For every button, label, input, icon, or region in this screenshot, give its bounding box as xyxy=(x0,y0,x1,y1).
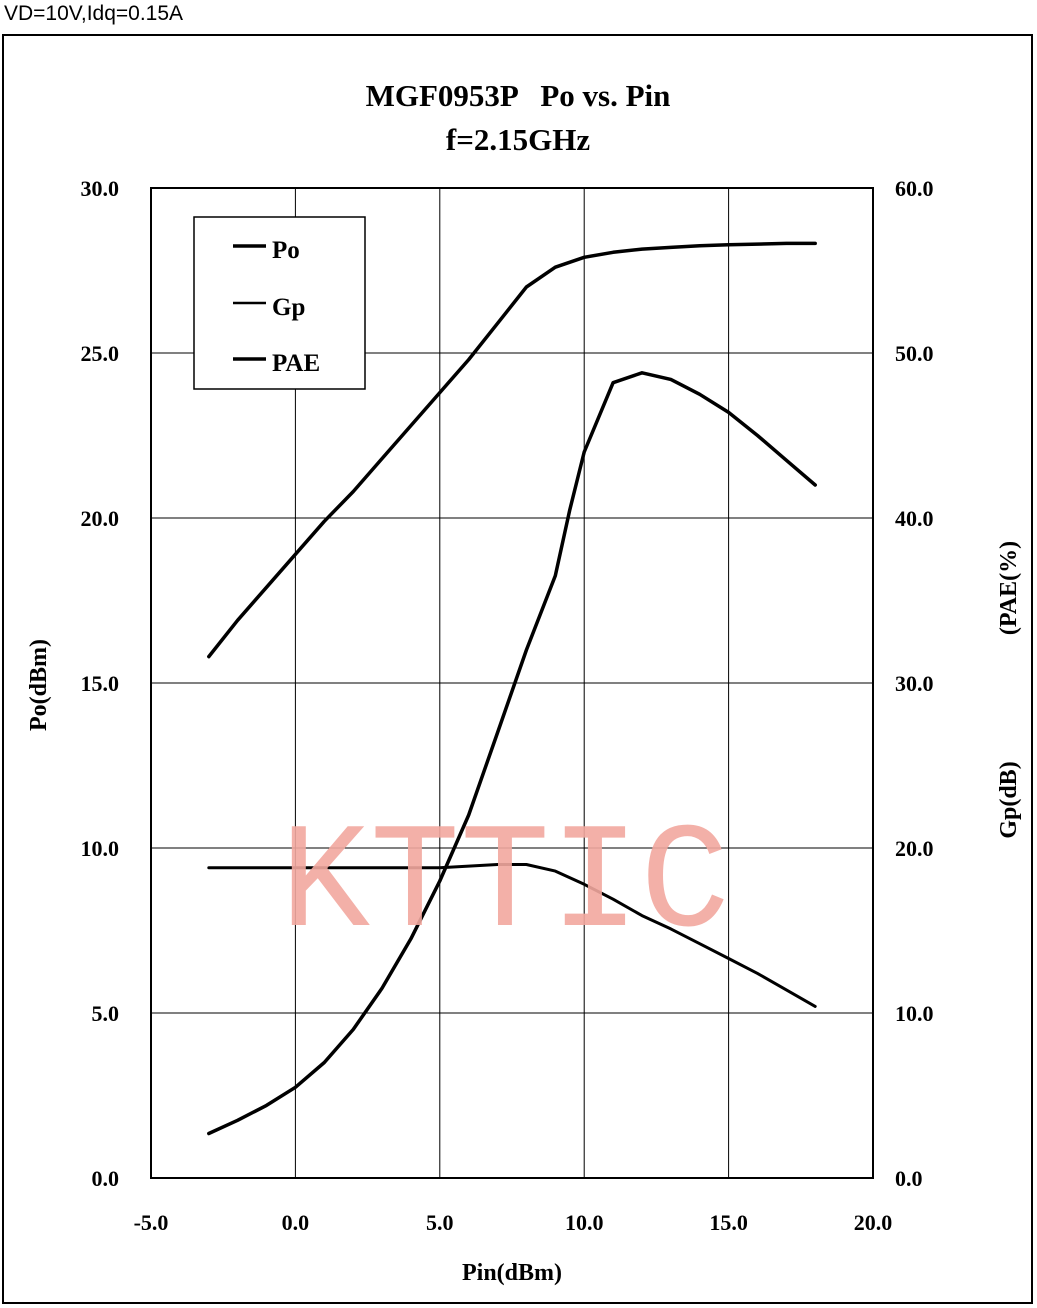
legend-label-po: Po xyxy=(272,237,300,264)
x-tick-label: 20.0 xyxy=(854,1210,893,1235)
y-tick-label: 5.0 xyxy=(92,1001,120,1026)
y-tick-label: 0.0 xyxy=(92,1166,120,1191)
y2-tick-label: 20.0 xyxy=(895,836,934,861)
series-line-po xyxy=(207,241,817,659)
y2-axis-label-pae: (PAE(%) xyxy=(996,541,1022,635)
y-tick-label: 20.0 xyxy=(81,506,120,531)
series-line-pae xyxy=(207,371,817,1136)
y2-tick-label: 30.0 xyxy=(895,671,934,696)
test-conditions: VD=10V,Idq=0.15A xyxy=(4,2,184,25)
series-line-gp xyxy=(207,863,817,1008)
y-tick-label: 15.0 xyxy=(81,671,120,696)
series-lines xyxy=(207,241,817,1136)
plot-area xyxy=(150,187,874,1179)
y2-tick-label: 0.0 xyxy=(895,1166,923,1191)
x-tick-label: 15.0 xyxy=(709,1210,748,1235)
y-tick-label: 25.0 xyxy=(81,341,120,366)
y2-tick-label: 60.0 xyxy=(895,176,934,201)
y2-tick-label: 50.0 xyxy=(895,341,934,366)
chart-frame xyxy=(2,34,1033,1304)
watermark: KTTIC xyxy=(280,801,730,971)
chart-title: MGF0953P Po vs. Pin xyxy=(366,78,671,113)
x-tick-label: 10.0 xyxy=(565,1210,604,1235)
y-axis-label: Po(dBm) xyxy=(26,639,52,731)
legend: Po Gp PAE xyxy=(193,216,366,390)
y-tick-labels: 0.0 5.0 10.0 15.0 20.0 25.0 30.0 xyxy=(81,176,120,1191)
y2-tick-label: 10.0 xyxy=(895,1001,934,1026)
x-tick-labels: -5.0 0.0 5.0 10.0 15.0 20.0 xyxy=(134,1210,893,1235)
y-tick-label: 10.0 xyxy=(81,836,120,861)
y2-axis-label-gp: Gp(dB) xyxy=(996,761,1022,838)
x-tick-label: 5.0 xyxy=(426,1210,454,1235)
legend-label-gp: Gp xyxy=(272,294,305,321)
y-tick-label: 30.0 xyxy=(81,176,120,201)
y2-tick-labels: 0.0 10.0 20.0 30.0 40.0 50.0 60.0 xyxy=(895,176,934,1191)
legend-label-pae: PAE xyxy=(272,350,320,377)
x-tick-label: 0.0 xyxy=(282,1210,310,1235)
x-tick-label: -5.0 xyxy=(134,1210,169,1235)
legend-box xyxy=(193,216,366,390)
chart-subtitle: f=2.15GHz xyxy=(446,122,590,157)
y2-tick-label: 40.0 xyxy=(895,506,934,531)
x-axis-label: Pin(dBm) xyxy=(462,1260,562,1286)
